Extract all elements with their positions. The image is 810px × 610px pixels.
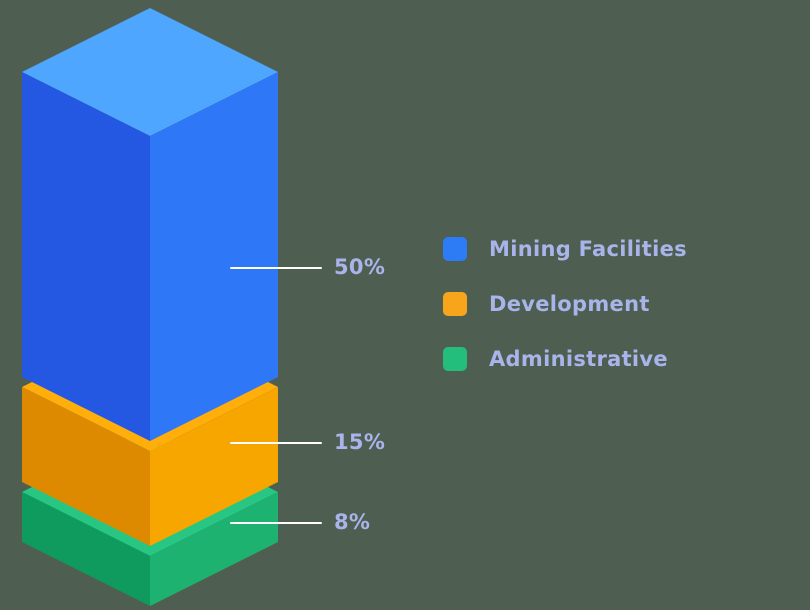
development-left-face (22, 387, 150, 546)
legend-item-administrative: Administrative (443, 347, 687, 371)
administrative-swatch-icon (443, 347, 467, 371)
stacked-3d-bar (22, 8, 278, 606)
leader-line-development (230, 442, 322, 444)
bar-segment-mining-facilities (22, 8, 278, 441)
legend-item-mining-facilities: Mining Facilities (443, 237, 687, 261)
legend-label-administrative: Administrative (489, 347, 668, 371)
value-label-administrative: 8% (334, 510, 371, 534)
leader-line-mining-facilities (230, 267, 322, 269)
mining-facilities-swatch-icon (443, 237, 467, 261)
administrative-right-face (150, 492, 278, 606)
development-right-face (150, 387, 278, 546)
mining-facilities-right-face (150, 72, 278, 441)
legend: Mining Facilities Development Administra… (443, 237, 687, 371)
legend-label-development: Development (489, 292, 650, 316)
value-label-mining-facilities: 50% (334, 255, 386, 279)
mining-facilities-left-face (22, 72, 150, 441)
administrative-left-face (22, 492, 150, 606)
legend-item-development: Development (443, 292, 687, 316)
value-label-development: 15% (334, 430, 386, 454)
legend-label-mining-facilities: Mining Facilities (489, 237, 687, 261)
leader-line-administrative (230, 522, 322, 524)
development-swatch-icon (443, 292, 467, 316)
